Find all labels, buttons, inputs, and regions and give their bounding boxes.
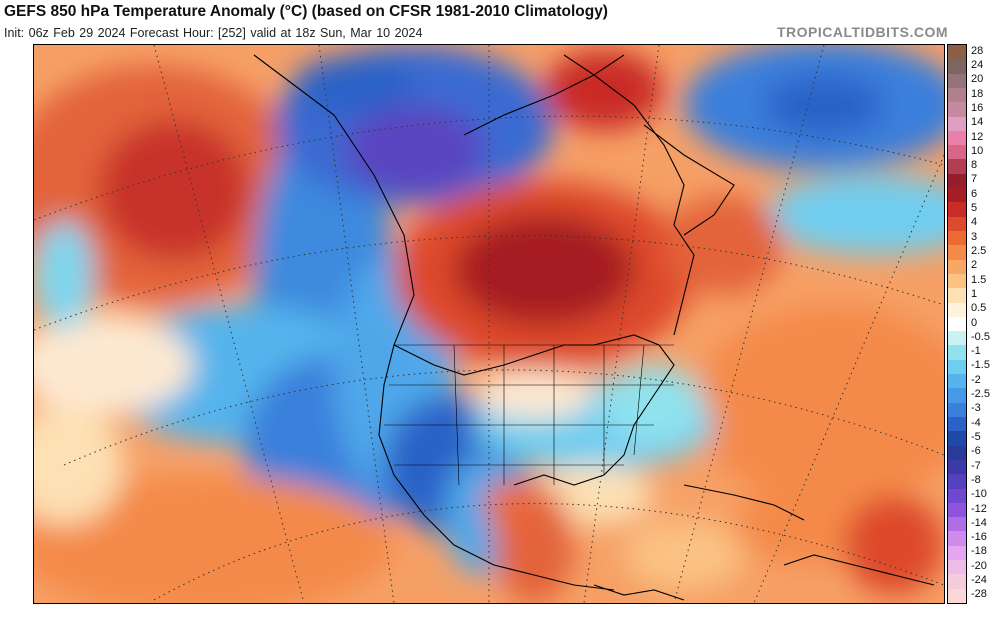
colorbar-label: 1 [971, 287, 978, 300]
colorbar-label: -24 [971, 574, 987, 587]
colorbar-label: -10 [971, 488, 987, 501]
colorbar-swatch [948, 574, 966, 590]
colorbar-label: -3 [971, 402, 981, 415]
colorbar-swatch [948, 302, 966, 318]
colorbar-label: -7 [971, 459, 981, 472]
colorbar [947, 44, 967, 604]
colorbar-label: 18 [971, 87, 984, 100]
colorbar-swatch [948, 459, 966, 475]
colorbar-swatch [948, 445, 966, 461]
colorbar-swatch [948, 116, 966, 132]
colorbar-label: -16 [971, 531, 987, 544]
colorbar-label: 6 [971, 187, 978, 200]
colorbar-label: -12 [971, 502, 987, 515]
colorbar-label: -2.5 [971, 388, 990, 401]
colorbar-swatch [948, 159, 966, 175]
colorbar-swatch [948, 145, 966, 160]
colorbar-swatch [948, 545, 966, 561]
colorbar-swatch [948, 273, 966, 289]
colorbar-swatch [948, 331, 966, 346]
colorbar-label: 5 [971, 202, 978, 215]
colorbar-swatch [948, 402, 966, 418]
colorbar-label: 8 [971, 159, 978, 172]
colorbar-labels: 28 24 20 18 16 14 12 10 8 7 6 5 4 3 2.5 2 1.5 1 0.5 0 -0.5 -1… [971, 44, 1000, 604]
colorbar-label: -1.5 [971, 359, 990, 372]
brand-watermark: TROPICALTIDBITS.COM [776, 24, 948, 40]
colorbar-swatch [948, 588, 966, 604]
colorbar-swatch [948, 130, 966, 146]
colorbar-swatch [948, 374, 966, 389]
colorbar-swatch [948, 102, 966, 118]
colorbar-label: 20 [971, 73, 984, 86]
colorbar-label: 3 [971, 230, 978, 243]
colorbar-swatch [948, 517, 966, 532]
colorbar-label: -8 [971, 473, 981, 486]
colorbar-label: 7 [971, 173, 978, 186]
colorbar-label: 16 [971, 101, 984, 114]
colorbar-label: -0.5 [971, 330, 990, 343]
colorbar-swatch [948, 45, 966, 60]
colorbar-label: -20 [971, 559, 987, 572]
colorbar-label: -28 [971, 588, 987, 601]
colorbar-label: 24 [971, 58, 984, 71]
colorbar-label: 4 [971, 216, 978, 229]
colorbar-swatch [948, 59, 966, 75]
colorbar-swatch [948, 216, 966, 232]
colorbar-label: -14 [971, 516, 987, 529]
colorbar-swatch [948, 231, 966, 246]
colorbar-swatch [948, 417, 966, 432]
colorbar-swatch [948, 502, 966, 518]
anomaly-map [33, 44, 945, 604]
colorbar-swatch [948, 359, 966, 375]
colorbar-swatch [948, 560, 966, 575]
colorbar-swatch [948, 259, 966, 275]
colorbar-label: 12 [971, 130, 984, 143]
colorbar-swatch [948, 431, 966, 447]
colorbar-label: 1.5 [971, 273, 987, 286]
colorbar-swatch [948, 245, 966, 261]
colorbar-label: -4 [971, 416, 981, 429]
graticule [34, 45, 944, 603]
colorbar-swatch [948, 202, 966, 218]
forecast-info: Init: 06z Feb 29 2024 Forecast Hour: [25… [4, 26, 423, 40]
colorbar-label: -1 [971, 345, 981, 358]
coastlines [253, 54, 935, 601]
anomaly-field [34, 45, 944, 603]
colorbar-swatch [948, 345, 966, 361]
colorbar-label: 2.5 [971, 244, 987, 257]
colorbar-label: 10 [971, 144, 984, 157]
colorbar-swatch [948, 73, 966, 89]
colorbar-swatch [948, 474, 966, 490]
colorbar-label: -18 [971, 545, 987, 558]
colorbar-label: 14 [971, 116, 984, 129]
colorbar-swatch [948, 388, 966, 404]
colorbar-label: 0 [971, 316, 978, 329]
state-borders [384, 344, 674, 486]
colorbar-label: -5 [971, 430, 981, 443]
colorbar-swatch [948, 488, 966, 504]
colorbar-label: 2 [971, 259, 978, 272]
colorbar-label: -2 [971, 373, 981, 386]
colorbar-swatch [948, 316, 966, 332]
chart-title: GEFS 850 hPa Temperature Anomaly (°C) (b… [4, 3, 608, 20]
colorbar-swatch [948, 173, 966, 189]
colorbar-swatch [948, 87, 966, 103]
colorbar-swatch [948, 288, 966, 304]
colorbar-label: -6 [971, 445, 981, 458]
colorbar-swatch [948, 188, 966, 203]
colorbar-swatch [948, 531, 966, 547]
colorbar-label: 0.5 [971, 302, 987, 315]
colorbar-label: 28 [971, 44, 984, 57]
